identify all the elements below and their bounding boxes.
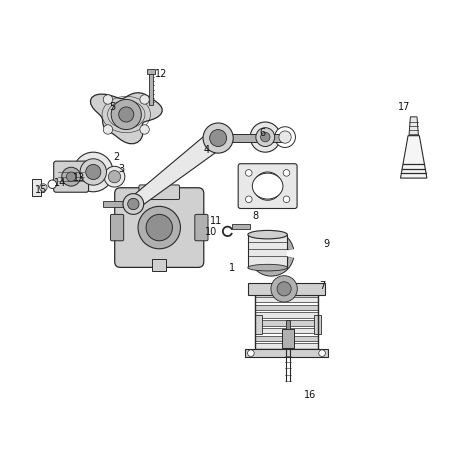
Circle shape bbox=[271, 276, 297, 302]
Circle shape bbox=[138, 206, 181, 249]
Circle shape bbox=[118, 107, 134, 122]
FancyBboxPatch shape bbox=[285, 320, 290, 329]
Polygon shape bbox=[103, 201, 123, 207]
FancyBboxPatch shape bbox=[255, 305, 318, 310]
FancyBboxPatch shape bbox=[232, 224, 250, 229]
FancyBboxPatch shape bbox=[139, 185, 180, 200]
Text: 15: 15 bbox=[35, 185, 47, 195]
Circle shape bbox=[103, 125, 113, 134]
FancyBboxPatch shape bbox=[248, 235, 287, 268]
FancyBboxPatch shape bbox=[110, 214, 124, 241]
FancyBboxPatch shape bbox=[54, 161, 89, 192]
Polygon shape bbox=[409, 117, 419, 136]
FancyBboxPatch shape bbox=[314, 315, 320, 334]
FancyBboxPatch shape bbox=[255, 320, 318, 326]
Circle shape bbox=[275, 127, 295, 147]
Circle shape bbox=[140, 95, 149, 104]
FancyBboxPatch shape bbox=[255, 336, 318, 341]
Circle shape bbox=[210, 129, 227, 146]
Circle shape bbox=[254, 172, 282, 200]
Circle shape bbox=[123, 194, 144, 214]
Circle shape bbox=[73, 152, 113, 192]
Text: 13: 13 bbox=[73, 173, 85, 183]
Text: 3: 3 bbox=[118, 164, 125, 173]
FancyBboxPatch shape bbox=[247, 283, 325, 295]
Text: 9: 9 bbox=[323, 239, 329, 249]
Circle shape bbox=[128, 198, 139, 210]
Circle shape bbox=[39, 184, 47, 191]
Circle shape bbox=[62, 167, 81, 186]
Ellipse shape bbox=[248, 230, 287, 239]
Polygon shape bbox=[128, 131, 227, 208]
Circle shape bbox=[279, 131, 291, 143]
Text: 5: 5 bbox=[109, 102, 115, 112]
Circle shape bbox=[103, 95, 113, 104]
Circle shape bbox=[109, 171, 120, 183]
Circle shape bbox=[283, 170, 290, 176]
Wedge shape bbox=[249, 231, 294, 276]
Circle shape bbox=[104, 166, 125, 187]
Text: 6: 6 bbox=[260, 128, 266, 138]
Text: 4: 4 bbox=[203, 145, 210, 155]
Circle shape bbox=[203, 123, 233, 153]
Circle shape bbox=[283, 196, 290, 202]
FancyBboxPatch shape bbox=[32, 179, 41, 196]
FancyBboxPatch shape bbox=[195, 214, 208, 241]
Polygon shape bbox=[149, 74, 153, 105]
Circle shape bbox=[246, 196, 252, 202]
Text: 14: 14 bbox=[54, 178, 66, 188]
Circle shape bbox=[146, 214, 173, 241]
Ellipse shape bbox=[252, 173, 283, 199]
Text: 7: 7 bbox=[319, 282, 325, 292]
FancyBboxPatch shape bbox=[255, 343, 318, 349]
Text: 11: 11 bbox=[210, 216, 222, 226]
Circle shape bbox=[250, 122, 280, 152]
FancyBboxPatch shape bbox=[282, 329, 293, 348]
Text: 1: 1 bbox=[229, 263, 236, 273]
Circle shape bbox=[277, 282, 291, 296]
FancyBboxPatch shape bbox=[245, 349, 328, 357]
FancyBboxPatch shape bbox=[255, 328, 318, 333]
Text: 12: 12 bbox=[155, 69, 168, 80]
Circle shape bbox=[256, 128, 275, 146]
FancyBboxPatch shape bbox=[255, 297, 318, 302]
Circle shape bbox=[319, 350, 325, 356]
Circle shape bbox=[86, 164, 101, 180]
Wedge shape bbox=[287, 249, 294, 257]
Text: 16: 16 bbox=[304, 390, 316, 400]
FancyBboxPatch shape bbox=[115, 188, 204, 267]
Text: 2: 2 bbox=[114, 152, 120, 162]
Circle shape bbox=[261, 132, 270, 142]
Ellipse shape bbox=[248, 264, 287, 271]
Circle shape bbox=[48, 180, 56, 189]
FancyBboxPatch shape bbox=[255, 315, 262, 334]
Circle shape bbox=[247, 350, 254, 356]
FancyBboxPatch shape bbox=[147, 69, 155, 74]
Text: 10: 10 bbox=[205, 228, 217, 237]
FancyBboxPatch shape bbox=[238, 164, 297, 209]
Polygon shape bbox=[401, 136, 427, 178]
Circle shape bbox=[66, 172, 76, 182]
FancyBboxPatch shape bbox=[152, 259, 166, 271]
FancyBboxPatch shape bbox=[255, 312, 318, 318]
Text: 8: 8 bbox=[253, 211, 259, 221]
Circle shape bbox=[80, 159, 107, 185]
Circle shape bbox=[140, 125, 149, 134]
Circle shape bbox=[246, 170, 252, 176]
Polygon shape bbox=[232, 134, 284, 142]
Text: 17: 17 bbox=[398, 102, 410, 112]
Circle shape bbox=[111, 100, 141, 129]
Polygon shape bbox=[91, 93, 162, 144]
